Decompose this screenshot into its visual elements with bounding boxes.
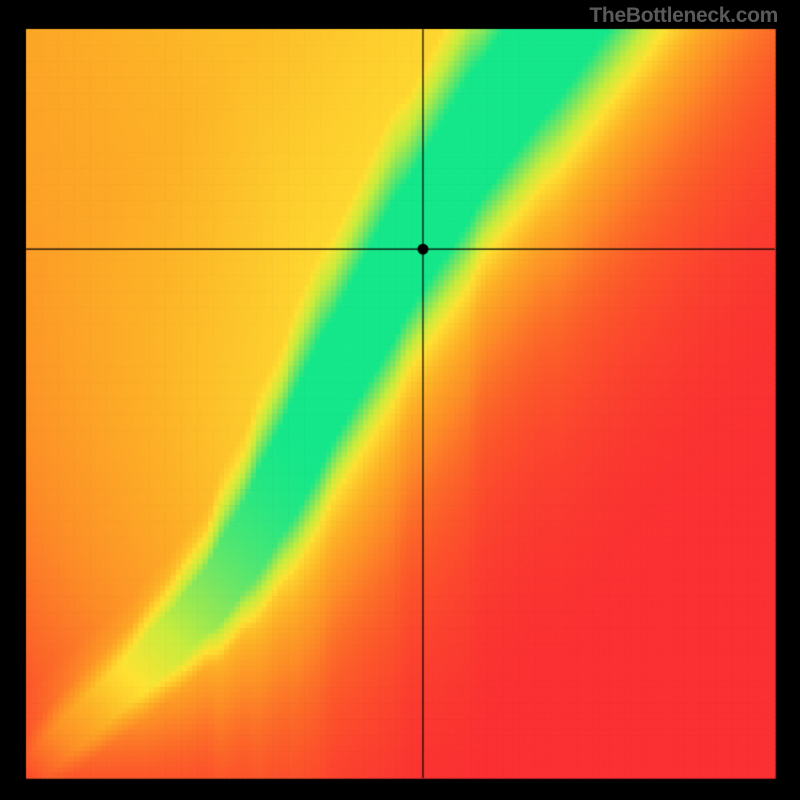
crosshair-overlay — [0, 0, 800, 800]
watermark-text: TheBottleneck.com — [589, 4, 778, 28]
